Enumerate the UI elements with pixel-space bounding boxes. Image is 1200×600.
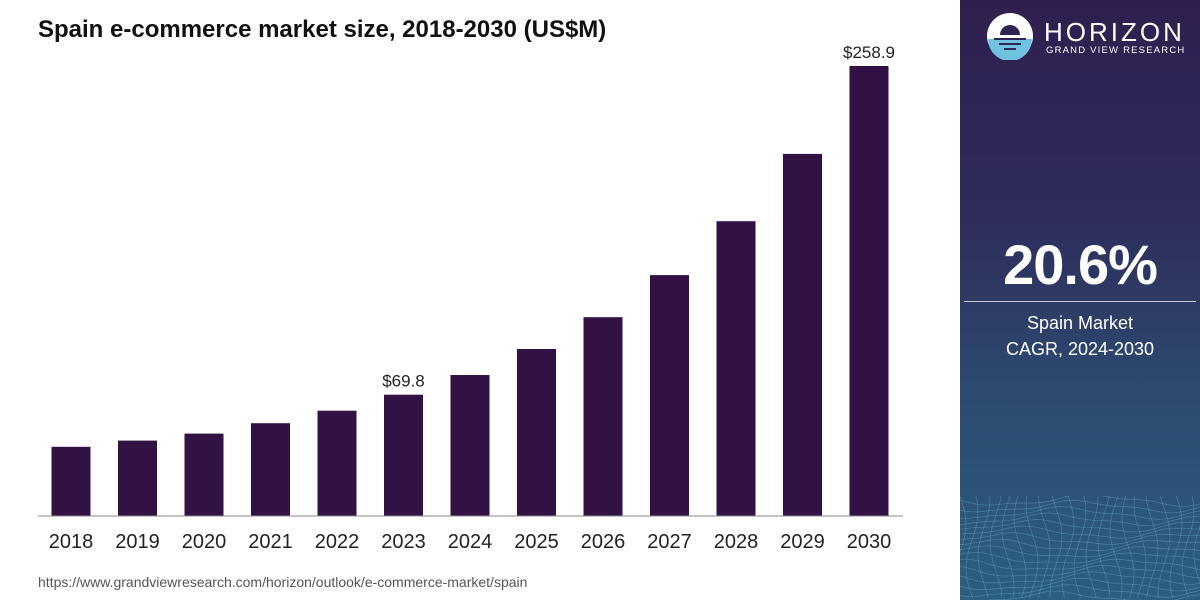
bar-2028 [716, 221, 756, 516]
x-tick-label-2026: 2026 [581, 531, 626, 553]
bar-2018 [51, 446, 91, 516]
x-tick-label-2028: 2028 [714, 531, 759, 553]
data-label-2023: $69.8 [382, 372, 425, 391]
cagr-value: 20.6% [1003, 233, 1158, 296]
bar-2020 [184, 433, 224, 516]
bar-2019 [118, 440, 157, 516]
bar-2023 [384, 394, 423, 516]
brand-name: HORIZON [1044, 17, 1185, 47]
x-tick-label-2018: 2018 [49, 531, 94, 553]
horizon-logo-icon [987, 13, 1033, 60]
brand-logo: HORIZON GRAND VIEW RESEARCH [986, 12, 1196, 62]
bar-2026 [583, 317, 623, 516]
x-tick-label-2030: 2030 [847, 531, 892, 553]
cagr-panel: HORIZON GRAND VIEW RESEARCH 20.6% Spain … [960, 0, 1200, 600]
data-labels-layer: $69.8 $258.9 [382, 43, 895, 391]
cagr-label-line2: CAGR, 2024-2030 [1005, 339, 1155, 359]
x-tick-label-2029: 2029 [780, 531, 825, 553]
x-tick-label-2020: 2020 [182, 531, 227, 553]
x-tick-label-2021: 2021 [248, 531, 293, 553]
cagr-label: Spain Market CAGR, 2024-2030 [960, 310, 1200, 362]
x-tick-labels-layer: 2018 2019 2020 2021 2022 2023 2024 2025 2026 2027… [49, 531, 892, 553]
bar-2027 [650, 275, 689, 516]
brand-subtitle: GRAND VIEW RESEARCH [1046, 45, 1186, 56]
x-tick-label-2019: 2019 [115, 531, 160, 553]
x-tick-label-2027: 2027 [647, 531, 692, 553]
chart-area: Spain e-commerce market size, 2018-2030 … [38, 16, 903, 590]
bar-2021 [251, 423, 290, 516]
source-url[interactable]: https://www.grandviewresearch.com/horizo… [38, 574, 528, 590]
bar-2024 [450, 375, 490, 516]
cagr-label-line1: Spain Market [1026, 313, 1134, 333]
bar-2022 [317, 410, 357, 516]
x-tick-label-2024: 2024 [448, 531, 493, 553]
bar-chart: $69.8 $258.9 2018 2019 2020 2021 2022 2023 2024… [38, 43, 903, 553]
cagr-divider [964, 301, 1196, 302]
chart-title: Spain e-commerce market size, 2018-2030 … [38, 16, 607, 43]
x-tick-label-2022: 2022 [315, 531, 360, 553]
bars-layer [51, 66, 889, 516]
x-tick-label-2025: 2025 [514, 531, 559, 553]
wave-pattern-decoration [960, 496, 1200, 600]
data-label-2030: $258.9 [843, 43, 895, 62]
bar-2025 [517, 349, 556, 516]
bar-2029 [783, 153, 822, 516]
bar-2030 [849, 66, 889, 516]
x-tick-label-2023: 2023 [381, 531, 426, 553]
